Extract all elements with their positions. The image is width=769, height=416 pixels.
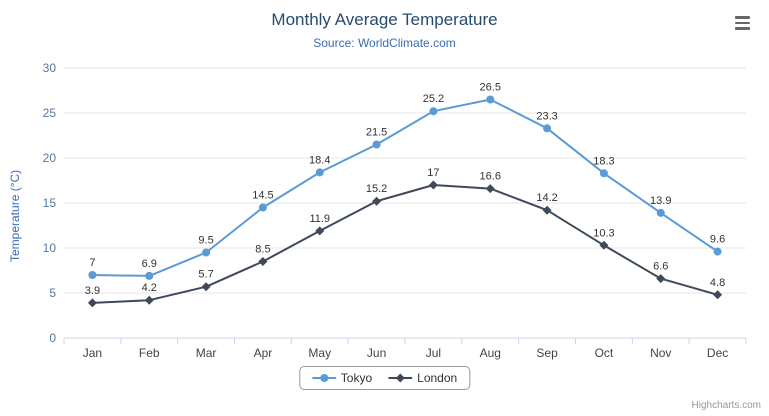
data-point-tokyo[interactable]: [543, 124, 552, 133]
credits-link[interactable]: Highcharts.com: [691, 400, 761, 411]
x-axis-label: Nov: [650, 346, 671, 360]
legend-item-london[interactable]: London: [388, 371, 457, 385]
data-label: 17: [427, 167, 439, 179]
data-point-tokyo[interactable]: [372, 140, 381, 149]
x-axis-label: Oct: [595, 346, 614, 360]
data-label: 18.3: [593, 155, 614, 167]
data-label: 9.5: [198, 235, 213, 247]
x-axis-label: Feb: [139, 346, 160, 360]
data-label: 21.5: [366, 127, 387, 139]
data-point-tokyo[interactable]: [145, 271, 154, 280]
chart-title: Monthly Average Temperature: [271, 10, 498, 29]
data-label: 5.7: [198, 269, 213, 281]
data-label: 14.2: [536, 192, 557, 204]
data-label: 6.6: [653, 261, 668, 273]
data-label: 8.5: [255, 244, 270, 256]
data-label: 25.2: [423, 93, 444, 105]
data-label: 7: [89, 257, 95, 269]
hamburger-line: [734, 21, 750, 25]
data-point-london[interactable]: [542, 205, 552, 215]
hamburger-menu-icon[interactable]: [729, 12, 755, 34]
data-label: 23.3: [536, 110, 557, 122]
data-point-london[interactable]: [201, 282, 211, 292]
data-label: 4.8: [710, 277, 725, 289]
y-axis-label: 30: [43, 61, 57, 75]
x-axis-label: Sep: [536, 346, 558, 360]
data-point-london[interactable]: [713, 290, 723, 300]
data-label: 16.6: [480, 171, 501, 183]
london-series-marker-icon: [388, 372, 413, 384]
x-axis-label: Mar: [196, 346, 217, 360]
x-axis-label: May: [308, 346, 331, 360]
data-point-tokyo[interactable]: [315, 168, 324, 177]
legend-item-tokyo[interactable]: Tokyo: [311, 371, 373, 385]
data-point-london[interactable]: [315, 226, 325, 236]
hamburger-line: [734, 16, 750, 19]
legend-box: Tokyo London: [298, 366, 471, 390]
y-axis-label: 5: [49, 286, 56, 300]
y-axis-label: 0: [49, 331, 56, 345]
data-label: 26.5: [480, 82, 501, 94]
x-axis-label: Apr: [254, 346, 273, 360]
data-label: 13.9: [650, 195, 671, 207]
data-label: 18.4: [309, 154, 330, 166]
y-axis-label: 25: [43, 106, 57, 120]
tokyo-series-marker-icon: [311, 372, 336, 384]
x-axis-label: Aug: [480, 346, 501, 360]
y-axis-label: 10: [43, 241, 57, 255]
data-point-tokyo[interactable]: [486, 95, 495, 104]
legend-label-tokyo: Tokyo: [340, 371, 373, 385]
data-label: 6.9: [142, 258, 157, 270]
data-point-london[interactable]: [372, 196, 382, 206]
x-axis-label: Dec: [707, 346, 728, 360]
data-label: 11.9: [309, 213, 330, 225]
series-line-tokyo: [91, 98, 719, 277]
data-point-london[interactable]: [656, 274, 666, 284]
data-point-tokyo[interactable]: [656, 208, 665, 217]
series-line-london: [91, 184, 719, 304]
legend-label-london: London: [417, 371, 458, 385]
x-axis-label: Jan: [83, 346, 102, 360]
y-axis-label: 15: [43, 196, 57, 210]
data-point-london[interactable]: [258, 257, 268, 266]
data-point-tokyo[interactable]: [713, 247, 722, 256]
data-point-london[interactable]: [485, 184, 495, 194]
data-label: 3.9: [85, 285, 100, 297]
data-point-tokyo[interactable]: [599, 169, 608, 178]
chart-subtitle: Source: WorldClimate.com: [313, 36, 456, 50]
data-label: 9.6: [710, 234, 725, 246]
data-point-london[interactable]: [428, 180, 438, 190]
data-point-london[interactable]: [144, 295, 154, 305]
data-label: 14.5: [252, 190, 273, 202]
data-label: 10.3: [593, 227, 614, 239]
data-point-tokyo[interactable]: [88, 271, 97, 279]
x-axis-label: Jul: [426, 346, 441, 360]
hamburger-line: [734, 27, 750, 30]
y-axis-label: 20: [43, 151, 57, 165]
data-point-tokyo[interactable]: [258, 203, 267, 212]
data-point-london[interactable]: [599, 240, 609, 250]
data-label: 4.2: [142, 282, 157, 294]
data-label: 15.2: [366, 183, 387, 195]
data-point-tokyo[interactable]: [429, 107, 438, 116]
data-point-tokyo[interactable]: [202, 248, 211, 257]
data-point-london[interactable]: [87, 298, 97, 308]
x-axis-label: Jun: [367, 346, 386, 360]
